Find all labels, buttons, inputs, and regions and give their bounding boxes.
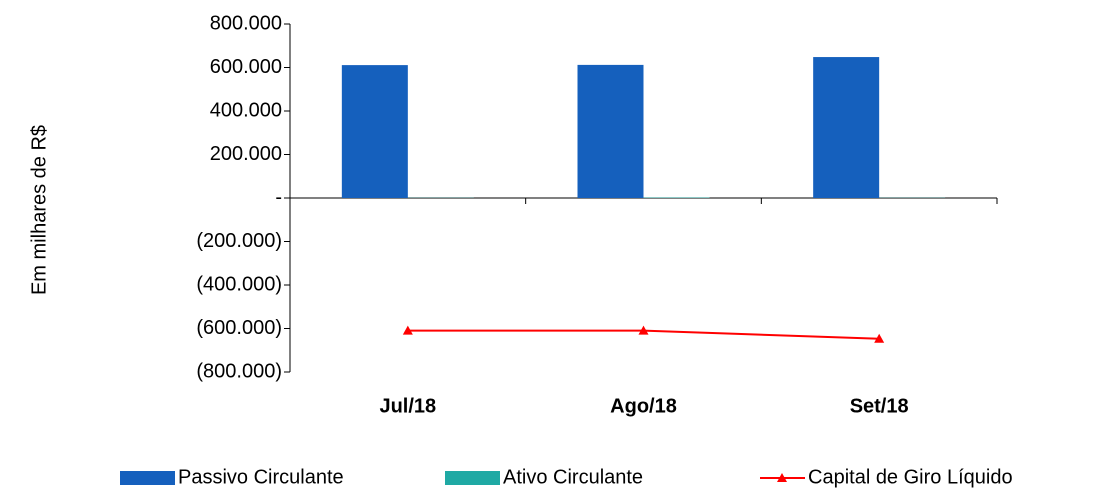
line-marker xyxy=(638,325,649,335)
x-tick-label: Ago/18 xyxy=(610,395,677,417)
legend-swatch xyxy=(445,471,500,485)
y-tick-label: 600.000 xyxy=(210,56,282,78)
y-tick-label: 800.000 xyxy=(210,12,282,34)
legend-swatch xyxy=(120,471,175,485)
y-tick-label: (600.000) xyxy=(196,317,282,339)
legend-marker xyxy=(777,473,787,482)
line-marker xyxy=(874,333,885,343)
legend-label: Passivo Circulante xyxy=(178,466,344,488)
line-marker xyxy=(402,325,413,335)
y-tick-label: 200.000 xyxy=(210,143,282,165)
x-tick-label: Jul/18 xyxy=(379,395,436,417)
y-tick-label: 400.000 xyxy=(210,99,282,121)
y-tick-label: (400.000) xyxy=(196,273,282,295)
legend-label: Ativo Circulante xyxy=(503,466,643,488)
bar xyxy=(341,65,408,198)
x-tick-label: Set/18 xyxy=(850,395,909,417)
y-tick-label: (200.000) xyxy=(196,230,282,252)
y-tick-label: (800.000) xyxy=(196,360,282,382)
legend-label: Capital de Giro Líquido xyxy=(808,466,1013,488)
bar xyxy=(813,57,880,199)
y-axis-title: Em milhares de R$ xyxy=(28,125,50,295)
bar xyxy=(577,64,644,198)
y-tick-label: - xyxy=(275,186,282,208)
